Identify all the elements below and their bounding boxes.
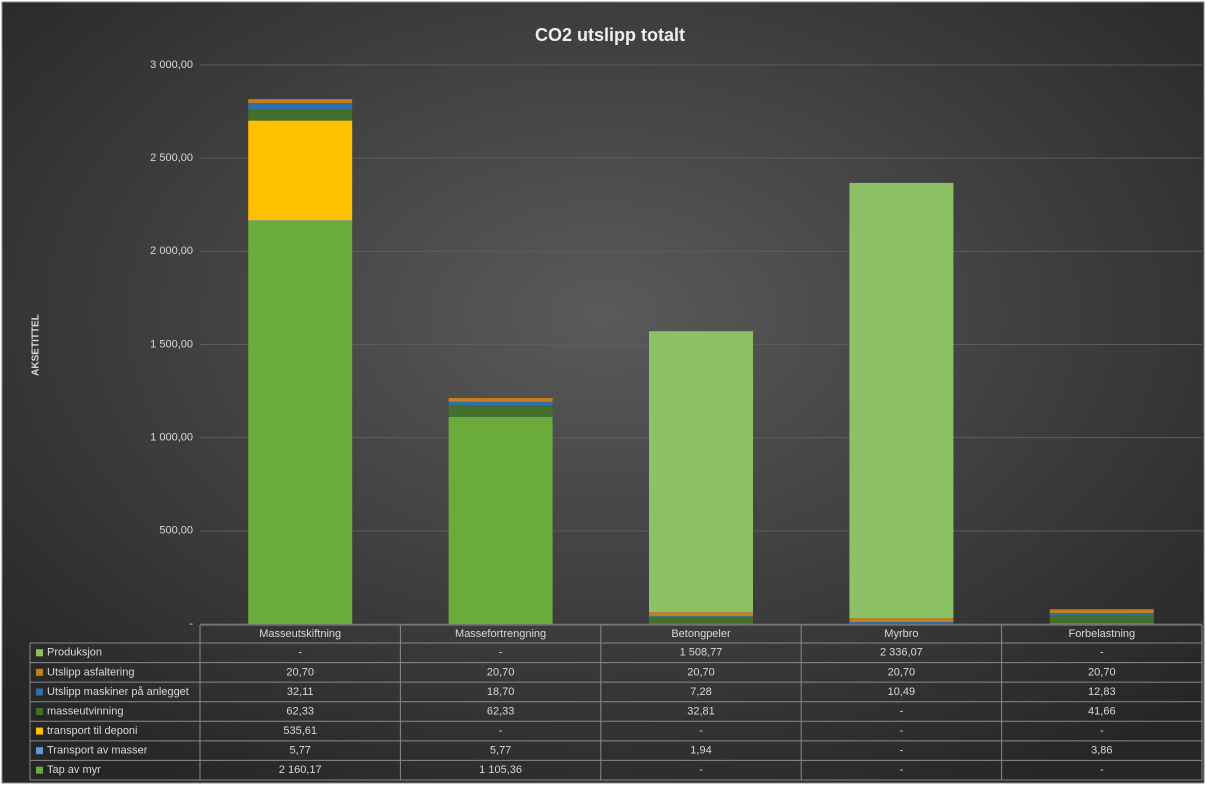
bar-segment (1049, 623, 1154, 624)
bar-segment (1049, 615, 1154, 624)
legend-label: Produksjon (47, 647, 102, 659)
x-tick-label: Masseutskiftning (259, 628, 341, 640)
legend-label: Utslipp asfaltering (47, 666, 134, 678)
y-tick-label: 2 000,00 (150, 245, 193, 257)
table-value: 20,70 (1088, 666, 1116, 678)
table-value: 32,81 (687, 705, 715, 717)
bar-segment (248, 108, 353, 121)
table-value: - (499, 725, 503, 737)
table-value: 2 336,07 (880, 647, 923, 659)
legend-label: Transport av masser (47, 745, 148, 757)
y-tick-label: 2 500,00 (150, 152, 193, 164)
y-tick-label: 1 500,00 (150, 338, 193, 350)
bar-segment (248, 221, 353, 624)
table-value: - (1100, 764, 1104, 776)
x-tick-label: Forbelastning (1068, 628, 1135, 640)
table-value: - (499, 647, 503, 659)
table-value: 20,70 (687, 666, 715, 678)
table-value: 5,77 (289, 745, 310, 757)
table-value: 5,77 (490, 745, 511, 757)
y-tick-label: 500,00 (159, 525, 193, 537)
table-value: 1 105,36 (479, 764, 522, 776)
table-value: 18,70 (487, 686, 515, 698)
table-value: 20,70 (888, 666, 916, 678)
bar-segment (1049, 609, 1154, 614)
table-value: 535,61 (283, 725, 317, 737)
table-value: 10,49 (888, 686, 916, 698)
table-value: - (699, 725, 703, 737)
legend-swatch (36, 649, 43, 657)
y-axis-label: AKSETITTEL (31, 314, 42, 376)
table-value: 12,83 (1088, 686, 1116, 698)
bar-segment (849, 182, 954, 619)
table-value: 2 160,17 (279, 764, 322, 776)
table-value: - (900, 725, 904, 737)
legend-swatch (36, 727, 43, 735)
table-value: - (1100, 647, 1104, 659)
table-value: 3,86 (1091, 745, 1112, 757)
legend-swatch (36, 668, 43, 676)
legend-swatch (36, 708, 43, 715)
table-value: - (298, 647, 302, 659)
bar-segment (649, 616, 753, 618)
bar-segment (448, 398, 553, 402)
table-value: 20,70 (487, 666, 515, 678)
table-value: - (1100, 725, 1104, 737)
x-tick-label: Myrbro (884, 628, 918, 640)
bar-segment (448, 401, 553, 406)
table-value: 41,66 (1088, 705, 1116, 717)
legend-label: masseutvinning (47, 705, 123, 717)
legend-swatch (36, 688, 43, 696)
x-tick-label: Massefortrengning (455, 628, 546, 640)
bar-segment (849, 622, 954, 624)
x-tick-label: Betongpeler (671, 628, 731, 640)
table-value: 62,33 (286, 705, 314, 717)
legend-swatch (36, 766, 43, 774)
bar-segment (849, 618, 954, 623)
bar-segment (248, 220, 353, 222)
bar-segment (248, 103, 353, 109)
y-tick-label: - (189, 618, 193, 630)
table-value: 62,33 (487, 705, 515, 717)
bar-segment (649, 617, 753, 624)
table-value: - (900, 764, 904, 776)
bar-segment (649, 331, 753, 613)
legend-swatch (36, 747, 43, 755)
y-tick-label: 3 000,00 (150, 59, 193, 71)
bar-segment (448, 405, 553, 417)
bar-segment (1049, 613, 1154, 616)
bar-segment (248, 99, 353, 104)
table-value: 1 508,77 (680, 647, 723, 659)
legend-label: Tap av myr (47, 764, 101, 776)
bar-segment (649, 612, 753, 617)
table-value: - (900, 745, 904, 757)
table-value: 1,94 (690, 745, 711, 757)
chart-title: CO2 utslipp totalt (535, 25, 685, 45)
table-value: 32,11 (287, 686, 314, 698)
table-value: 7,28 (690, 686, 711, 698)
table-value: - (699, 764, 703, 776)
y-tick-label: 1 000,00 (150, 432, 193, 444)
legend-label: Utslipp maskiner på anlegget (47, 686, 189, 698)
bar-segment (448, 418, 553, 624)
legend-label: transport til deponi (47, 725, 138, 737)
bar-segment (248, 120, 353, 221)
table-value: - (900, 705, 904, 717)
bar-segment (448, 416, 553, 419)
table-value: 20,70 (286, 666, 314, 678)
